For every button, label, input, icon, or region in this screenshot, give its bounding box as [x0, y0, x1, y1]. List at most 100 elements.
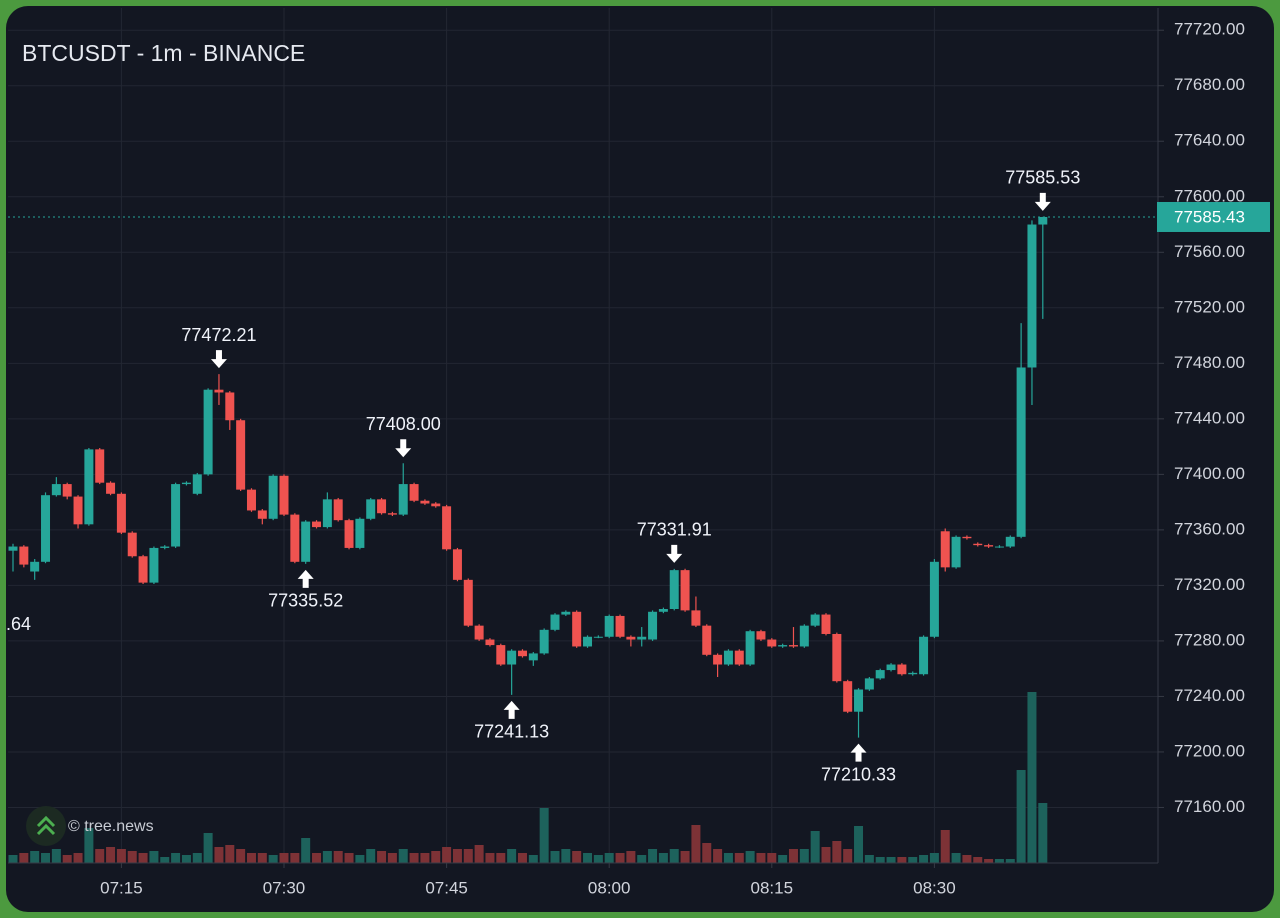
volume-bar — [810, 831, 820, 863]
candle-body — [745, 631, 755, 665]
candle-body — [95, 449, 105, 483]
candle-body — [8, 546, 18, 551]
volume-bar — [593, 855, 603, 863]
watermark: © tree.news — [68, 818, 154, 835]
volume-bar — [246, 853, 256, 863]
volume-bar — [485, 853, 495, 863]
candle-body — [19, 546, 29, 565]
candle-body — [843, 681, 853, 712]
candle-body — [550, 614, 560, 630]
volume-bar — [767, 853, 777, 863]
volume-bar — [507, 849, 517, 863]
arrow-down — [1034, 192, 1051, 211]
candle-body — [886, 664, 896, 671]
y-tick-label: 77520.00 — [1174, 297, 1245, 316]
x-tick-label: 08:15 — [751, 878, 794, 897]
high-label: 77331.91 — [637, 520, 712, 540]
y-tick-label: 77560.00 — [1174, 242, 1245, 261]
candle-body — [171, 484, 181, 547]
volume-bar — [994, 859, 1004, 863]
volume-bar — [604, 853, 614, 863]
candle-body — [799, 625, 809, 647]
candle-body — [734, 650, 744, 665]
candle-body — [485, 639, 495, 646]
volume-bar — [973, 857, 983, 863]
y-tick-label: 77240.00 — [1174, 686, 1245, 705]
y-tick-label: 77640.00 — [1174, 131, 1245, 150]
watermark-logo — [26, 806, 66, 846]
candle-body — [463, 579, 473, 626]
volume-bar — [1027, 692, 1037, 863]
candle-body — [973, 543, 983, 546]
volume-bar — [539, 808, 549, 863]
volume-bar — [583, 853, 593, 863]
low-label: 77210.33 — [821, 764, 896, 784]
candle-body — [984, 545, 994, 547]
y-tick-label: 77720.00 — [1174, 20, 1245, 39]
candle-body — [929, 561, 939, 637]
candle-body — [572, 611, 582, 647]
candle-body — [333, 499, 343, 521]
volume-bar — [377, 851, 387, 863]
candle-body — [246, 489, 256, 511]
candle-body — [257, 510, 267, 519]
y-tick-label: 77320.00 — [1174, 575, 1245, 594]
volume-pane — [8, 692, 1048, 863]
candle-body — [648, 611, 658, 640]
chart-title: BTCUSDT - 1m - BINANCE — [22, 40, 305, 66]
volume-bar — [171, 853, 181, 863]
volume-bar — [160, 857, 170, 863]
y-tick-label: 77400.00 — [1174, 464, 1245, 483]
candle-body — [756, 631, 766, 640]
candle-body — [225, 392, 235, 421]
volume-bar — [528, 855, 538, 863]
volume-bar — [387, 853, 397, 863]
arrow-down — [395, 439, 412, 458]
volume-bar — [702, 843, 712, 863]
volume-bar — [572, 851, 582, 863]
volume-bar — [62, 855, 72, 863]
candle-body — [431, 503, 441, 507]
cropped-label: .64 — [6, 614, 31, 634]
candle-body — [1027, 224, 1037, 368]
candle-body — [691, 610, 701, 626]
grid — [8, 8, 1158, 863]
candle-body — [344, 520, 354, 548]
volume-bar — [897, 857, 907, 863]
volume-bar — [648, 849, 658, 863]
volume-bar — [908, 857, 918, 863]
volume-bar — [854, 826, 864, 863]
high-label: 77408.00 — [366, 414, 441, 434]
candle-body — [702, 625, 712, 655]
volume-bar — [398, 849, 408, 863]
candle-body — [106, 482, 116, 494]
candle-body — [420, 500, 430, 504]
candle-body — [951, 536, 961, 568]
x-tick-label: 07:15 — [100, 878, 143, 897]
candle-body — [268, 475, 278, 519]
candles — [8, 216, 1048, 738]
x-tick-label: 07:30 — [263, 878, 306, 897]
candle-body — [1005, 536, 1015, 547]
volume-bar — [984, 859, 994, 863]
volume-bar — [95, 849, 105, 863]
candle-body — [962, 536, 972, 539]
y-tick-label: 77480.00 — [1174, 353, 1245, 372]
high-label: 77472.21 — [181, 325, 256, 345]
axes: 77160.00 77200.00 77240.00 77280.00 77320.00… — [100, 20, 1270, 897]
candle-body — [637, 636, 647, 640]
last-price-box — [1157, 201, 1270, 232]
candle-body — [301, 521, 311, 562]
candle-body — [1038, 216, 1048, 225]
volume-bar — [821, 847, 831, 863]
candle-body — [84, 449, 94, 525]
volume-bar — [192, 853, 202, 863]
candle-body — [51, 484, 61, 496]
candle-body — [583, 636, 593, 647]
volume-bar — [875, 857, 885, 863]
volume-bar — [713, 849, 723, 863]
candle-body — [30, 561, 40, 572]
candle-body — [355, 518, 365, 548]
candle-body — [658, 608, 668, 612]
